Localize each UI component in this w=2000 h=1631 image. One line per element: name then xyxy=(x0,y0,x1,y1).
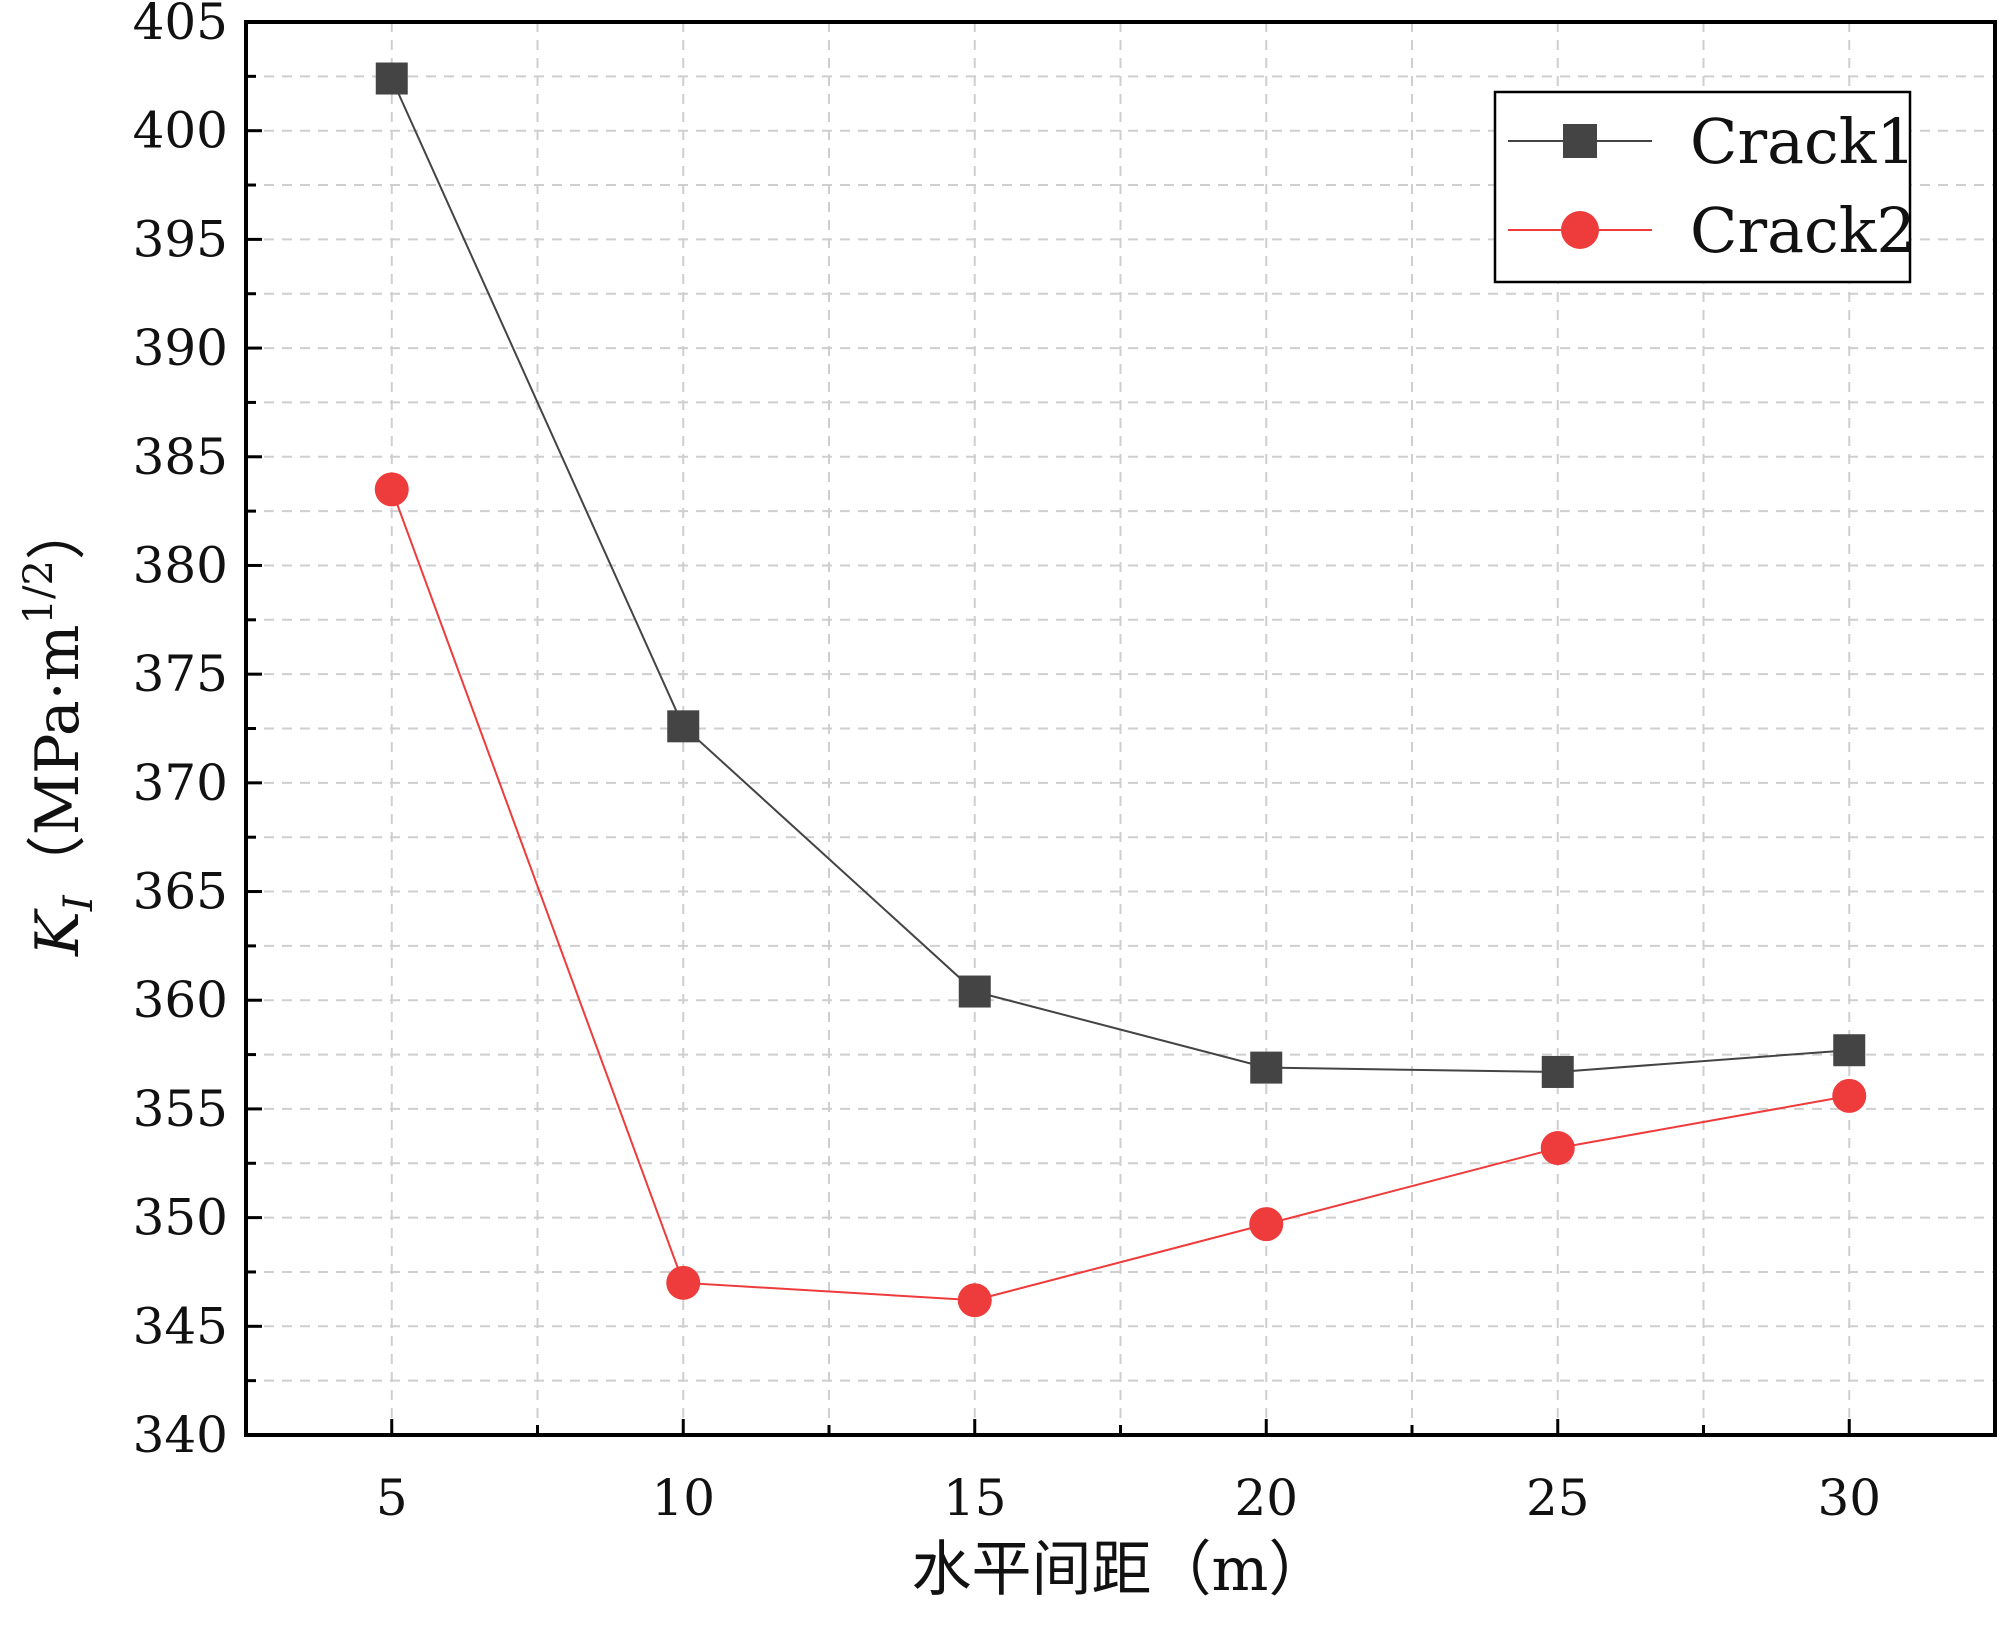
x-tick-labels: 5 10 15 20 25 30 xyxy=(376,1469,1881,1527)
data-point-crack1 xyxy=(667,710,700,743)
y-tick-label: 340 xyxy=(133,1406,228,1464)
y-tick-label: 390 xyxy=(133,319,228,377)
legend-label-crack1: Crack1 xyxy=(1690,105,1916,178)
series-line-crack1 xyxy=(390,78,1850,1073)
y-tick-label: 400 xyxy=(133,102,228,160)
data-point-crack2 xyxy=(374,472,409,507)
y-axis-symbol: K xyxy=(23,908,93,957)
x-tick-label: 15 xyxy=(943,1469,1007,1527)
data-point-crack1 xyxy=(1250,1051,1283,1084)
y-tick-label: 380 xyxy=(133,536,228,594)
y-axis-close-paren: ） xyxy=(23,500,93,560)
axis-ticks xyxy=(244,20,1997,1437)
legend-label-crack2: Crack2 xyxy=(1690,194,1916,267)
y-tick-label: 345 xyxy=(133,1297,228,1355)
y-tick-label: 385 xyxy=(133,428,228,486)
data-point-crack1 xyxy=(1833,1034,1866,1067)
data-point-crack1 xyxy=(958,975,991,1008)
data-point-crack1 xyxy=(1541,1055,1574,1088)
series-layer xyxy=(374,62,1867,1318)
legend-marker-crack2 xyxy=(1561,211,1599,249)
y-tick-label: 355 xyxy=(133,1080,228,1138)
legend-marker-crack1 xyxy=(1563,124,1597,158)
y-tick-label: 360 xyxy=(133,971,228,1029)
x-axis-title: 水平间距（m） xyxy=(912,1535,1329,1605)
y-axis-exponent: 1/2 xyxy=(16,560,62,624)
y-axis-subscript: I xyxy=(56,894,102,912)
data-point-crack2 xyxy=(1540,1131,1575,1166)
data-point-crack2 xyxy=(1832,1078,1867,1113)
grid-lines xyxy=(246,22,1995,1435)
y-tick-label: 405 xyxy=(133,0,228,51)
legend: Crack1 Crack2 xyxy=(1493,90,1916,284)
data-point-crack1 xyxy=(375,62,408,95)
y-tick-label: 365 xyxy=(133,863,228,921)
x-tick-label: 10 xyxy=(651,1469,715,1527)
y-tick-label: 395 xyxy=(133,210,228,268)
y-axis-units: （MPa·m xyxy=(23,624,93,895)
y-tick-labels: 340 345 350 355 360 365 370 375 380 385 390 395 400 4… xyxy=(133,0,228,1464)
data-point-crack2 xyxy=(1249,1207,1284,1242)
x-tick-label: 5 xyxy=(376,1469,408,1527)
y-tick-label: 350 xyxy=(133,1189,228,1247)
y-tick-label: 370 xyxy=(133,754,228,812)
x-tick-label: 25 xyxy=(1526,1469,1590,1527)
data-point-crack2 xyxy=(666,1265,701,1300)
x-tick-label: 30 xyxy=(1817,1469,1881,1527)
data-point-crack2 xyxy=(957,1283,992,1318)
legend-box xyxy=(1493,90,1912,284)
series-line-crack2 xyxy=(390,489,1850,1302)
y-axis-title: KI（MPa·m1/2） xyxy=(16,500,102,957)
y-tick-label: 375 xyxy=(133,645,228,703)
x-tick-label: 20 xyxy=(1234,1469,1298,1527)
